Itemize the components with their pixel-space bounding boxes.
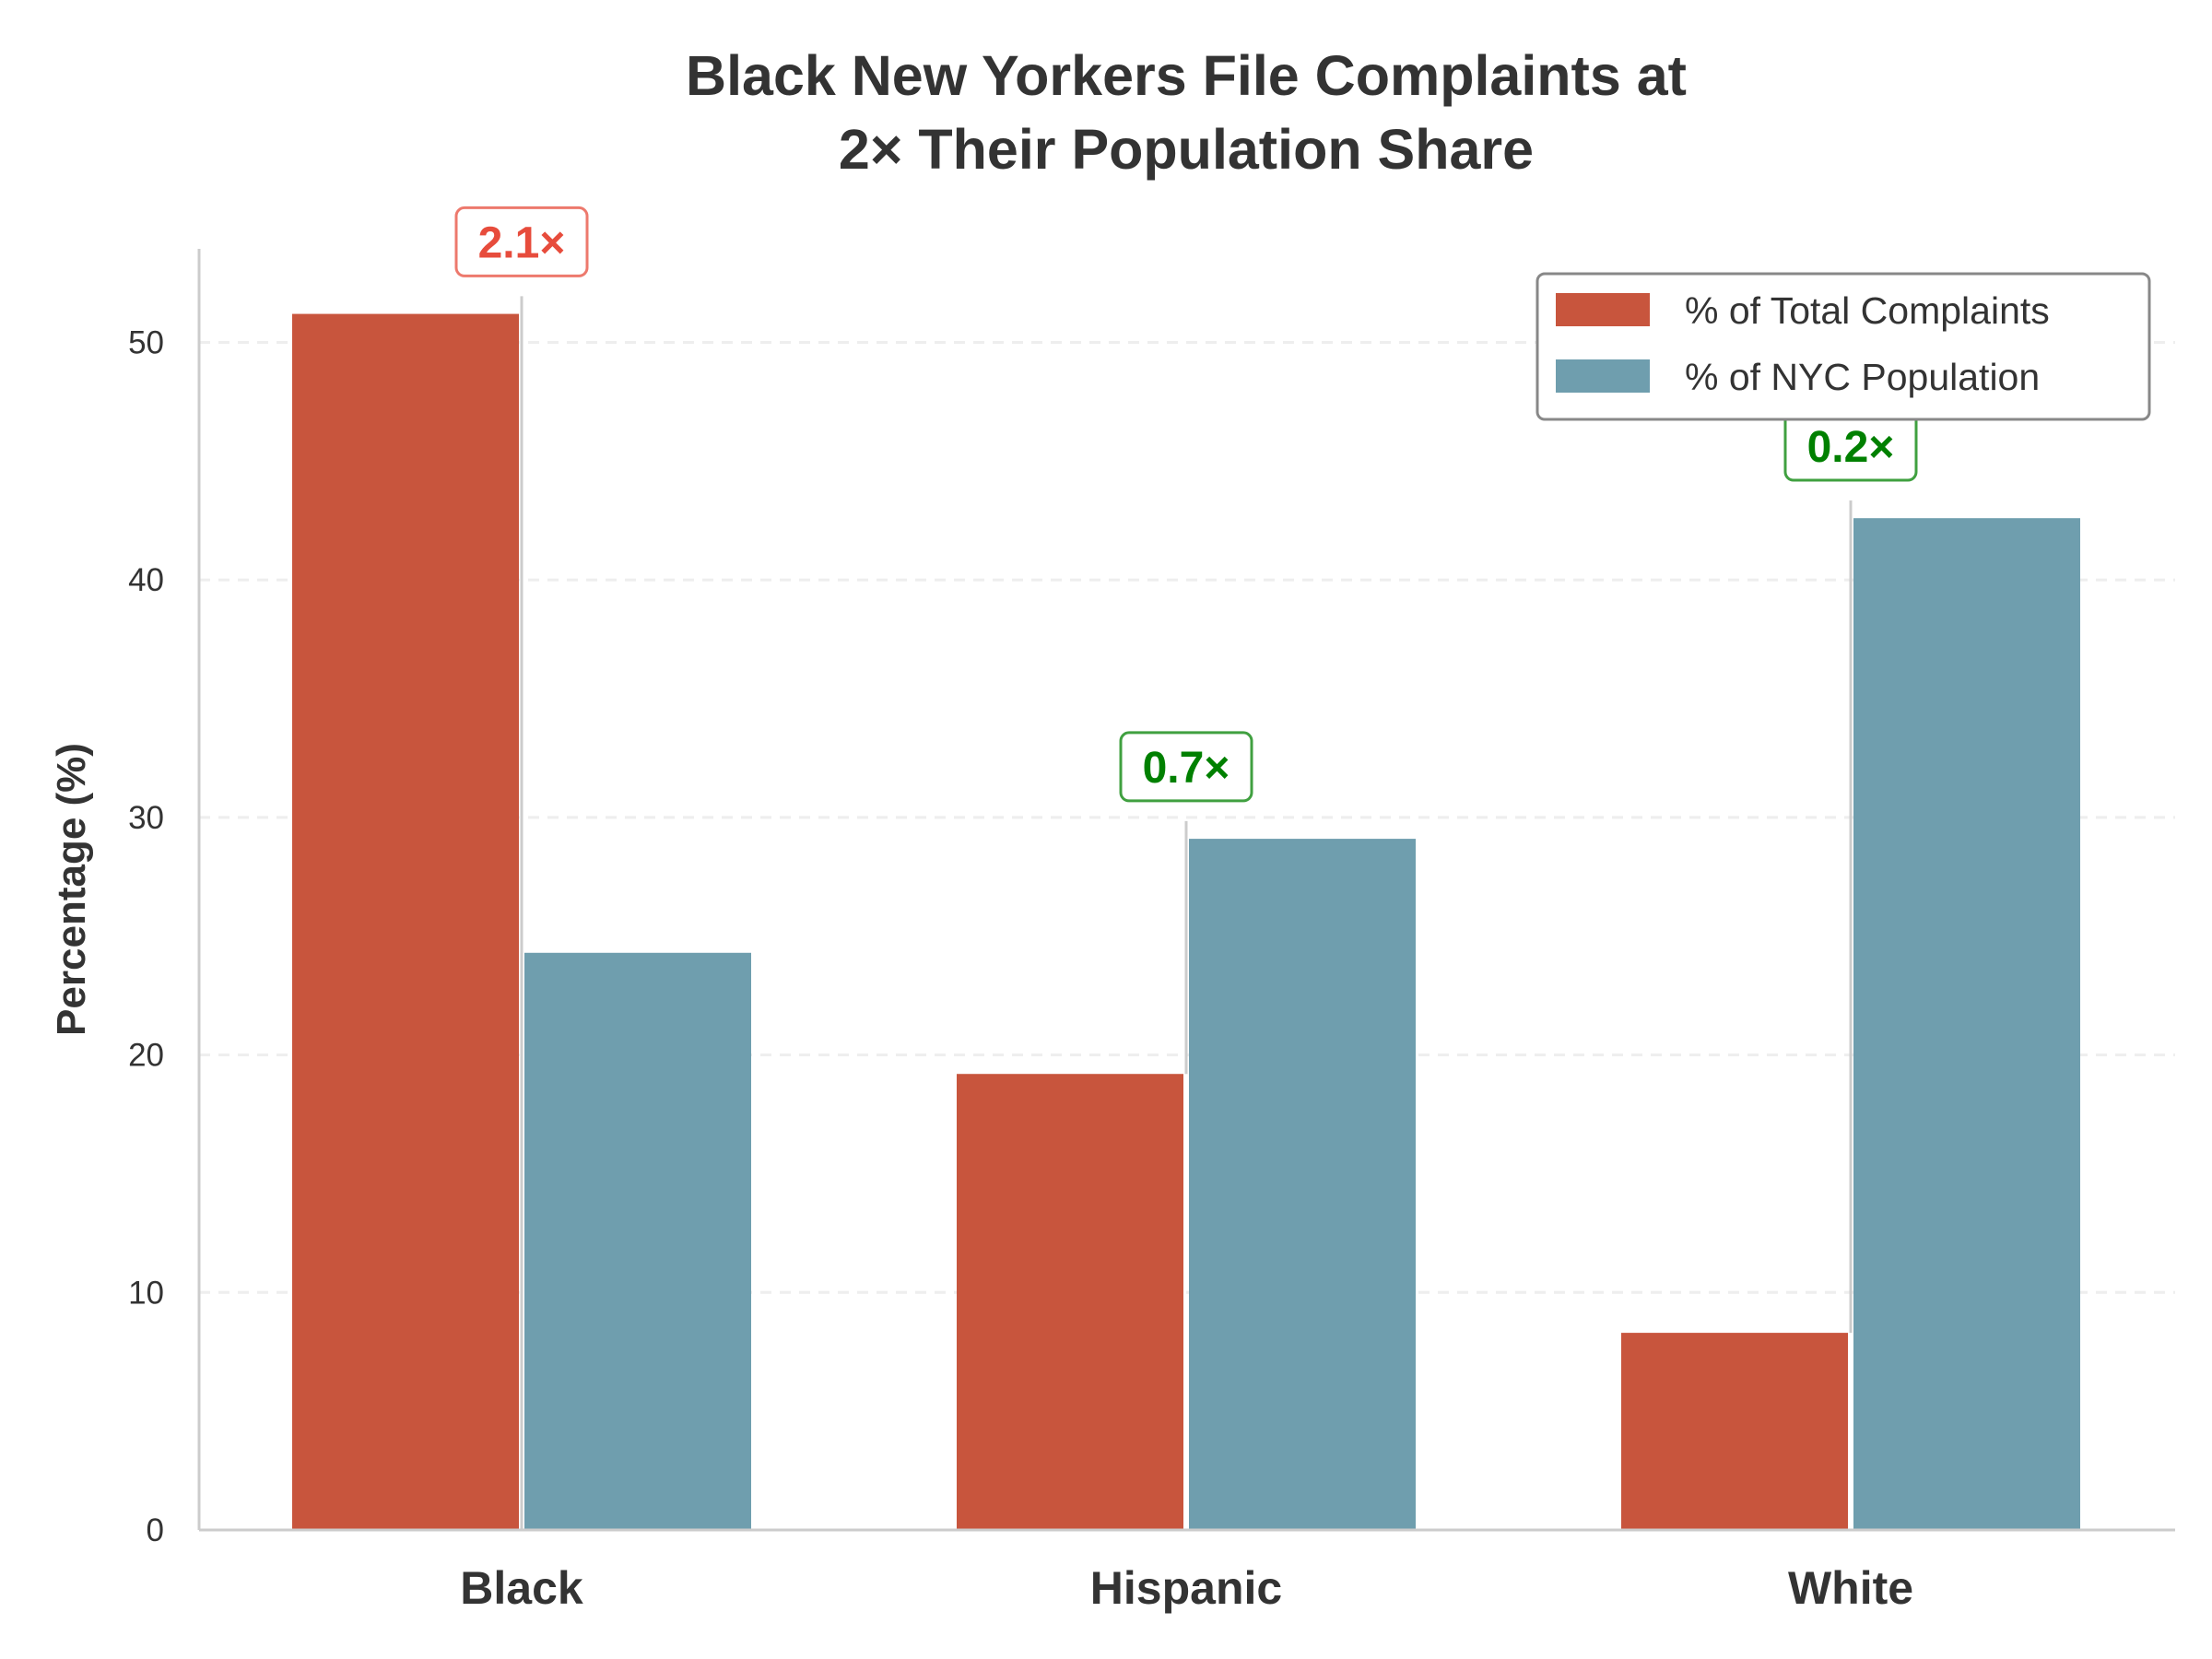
bar-black-population — [524, 952, 751, 1530]
y-tick-label-40: 40 — [128, 562, 164, 598]
y-axis-label: Percentage (%) — [49, 743, 94, 1036]
bar-hispanic-population — [1189, 839, 1416, 1530]
y-tick-label-10: 10 — [128, 1275, 164, 1311]
annotation-box-hispanic — [1119, 731, 1253, 803]
x-tick-label-hispanic: Hispanic — [1090, 1562, 1282, 1614]
x-tick-label-black: Black — [460, 1562, 583, 1614]
legend-frame — [1535, 272, 2151, 421]
y-tick-label-0: 0 — [147, 1512, 164, 1548]
annotation-label-white: 0.2× — [1807, 423, 1895, 472]
legend-label-complaints: % of Total Complaints — [1685, 289, 2050, 332]
y-tick-label-20: 20 — [128, 1038, 164, 1074]
legend: % of Total Complaints % of NYC Populatio… — [1535, 272, 2151, 421]
annotation-box-black — [454, 206, 589, 277]
x-tick-label-white: White — [1788, 1562, 1913, 1614]
bars — [292, 313, 2080, 1531]
annotation-label-black: 2.1× — [478, 218, 566, 267]
bar-white-population — [1853, 518, 2080, 1530]
bar-hispanic-complaints — [957, 1074, 1183, 1530]
chart-title-line-2: 2× Their Population Share — [839, 118, 1534, 181]
x-tick-labels: Black Hispanic White — [460, 1562, 1913, 1614]
y-tick-label-30: 30 — [128, 800, 164, 836]
ratio-annotations: 2.1× 0.7× 0.2× — [454, 206, 1918, 803]
annotation-label-hispanic: 0.7× — [1143, 744, 1230, 793]
annotation-leader-lines — [520, 296, 1853, 1530]
bar-black-complaints — [292, 313, 519, 1531]
legend-swatch-complaints — [1556, 293, 1650, 326]
chart-title-line-1: Black New Yorkers File Complaints at — [686, 44, 1687, 107]
y-tick-labels: 0 10 20 30 40 50 — [128, 325, 164, 1549]
y-tick-label-50: 50 — [128, 325, 164, 361]
legend-label-population: % of NYC Population — [1685, 356, 2040, 398]
legend-swatch-population — [1556, 359, 1650, 393]
bar-white-complaints — [1621, 1333, 1848, 1530]
